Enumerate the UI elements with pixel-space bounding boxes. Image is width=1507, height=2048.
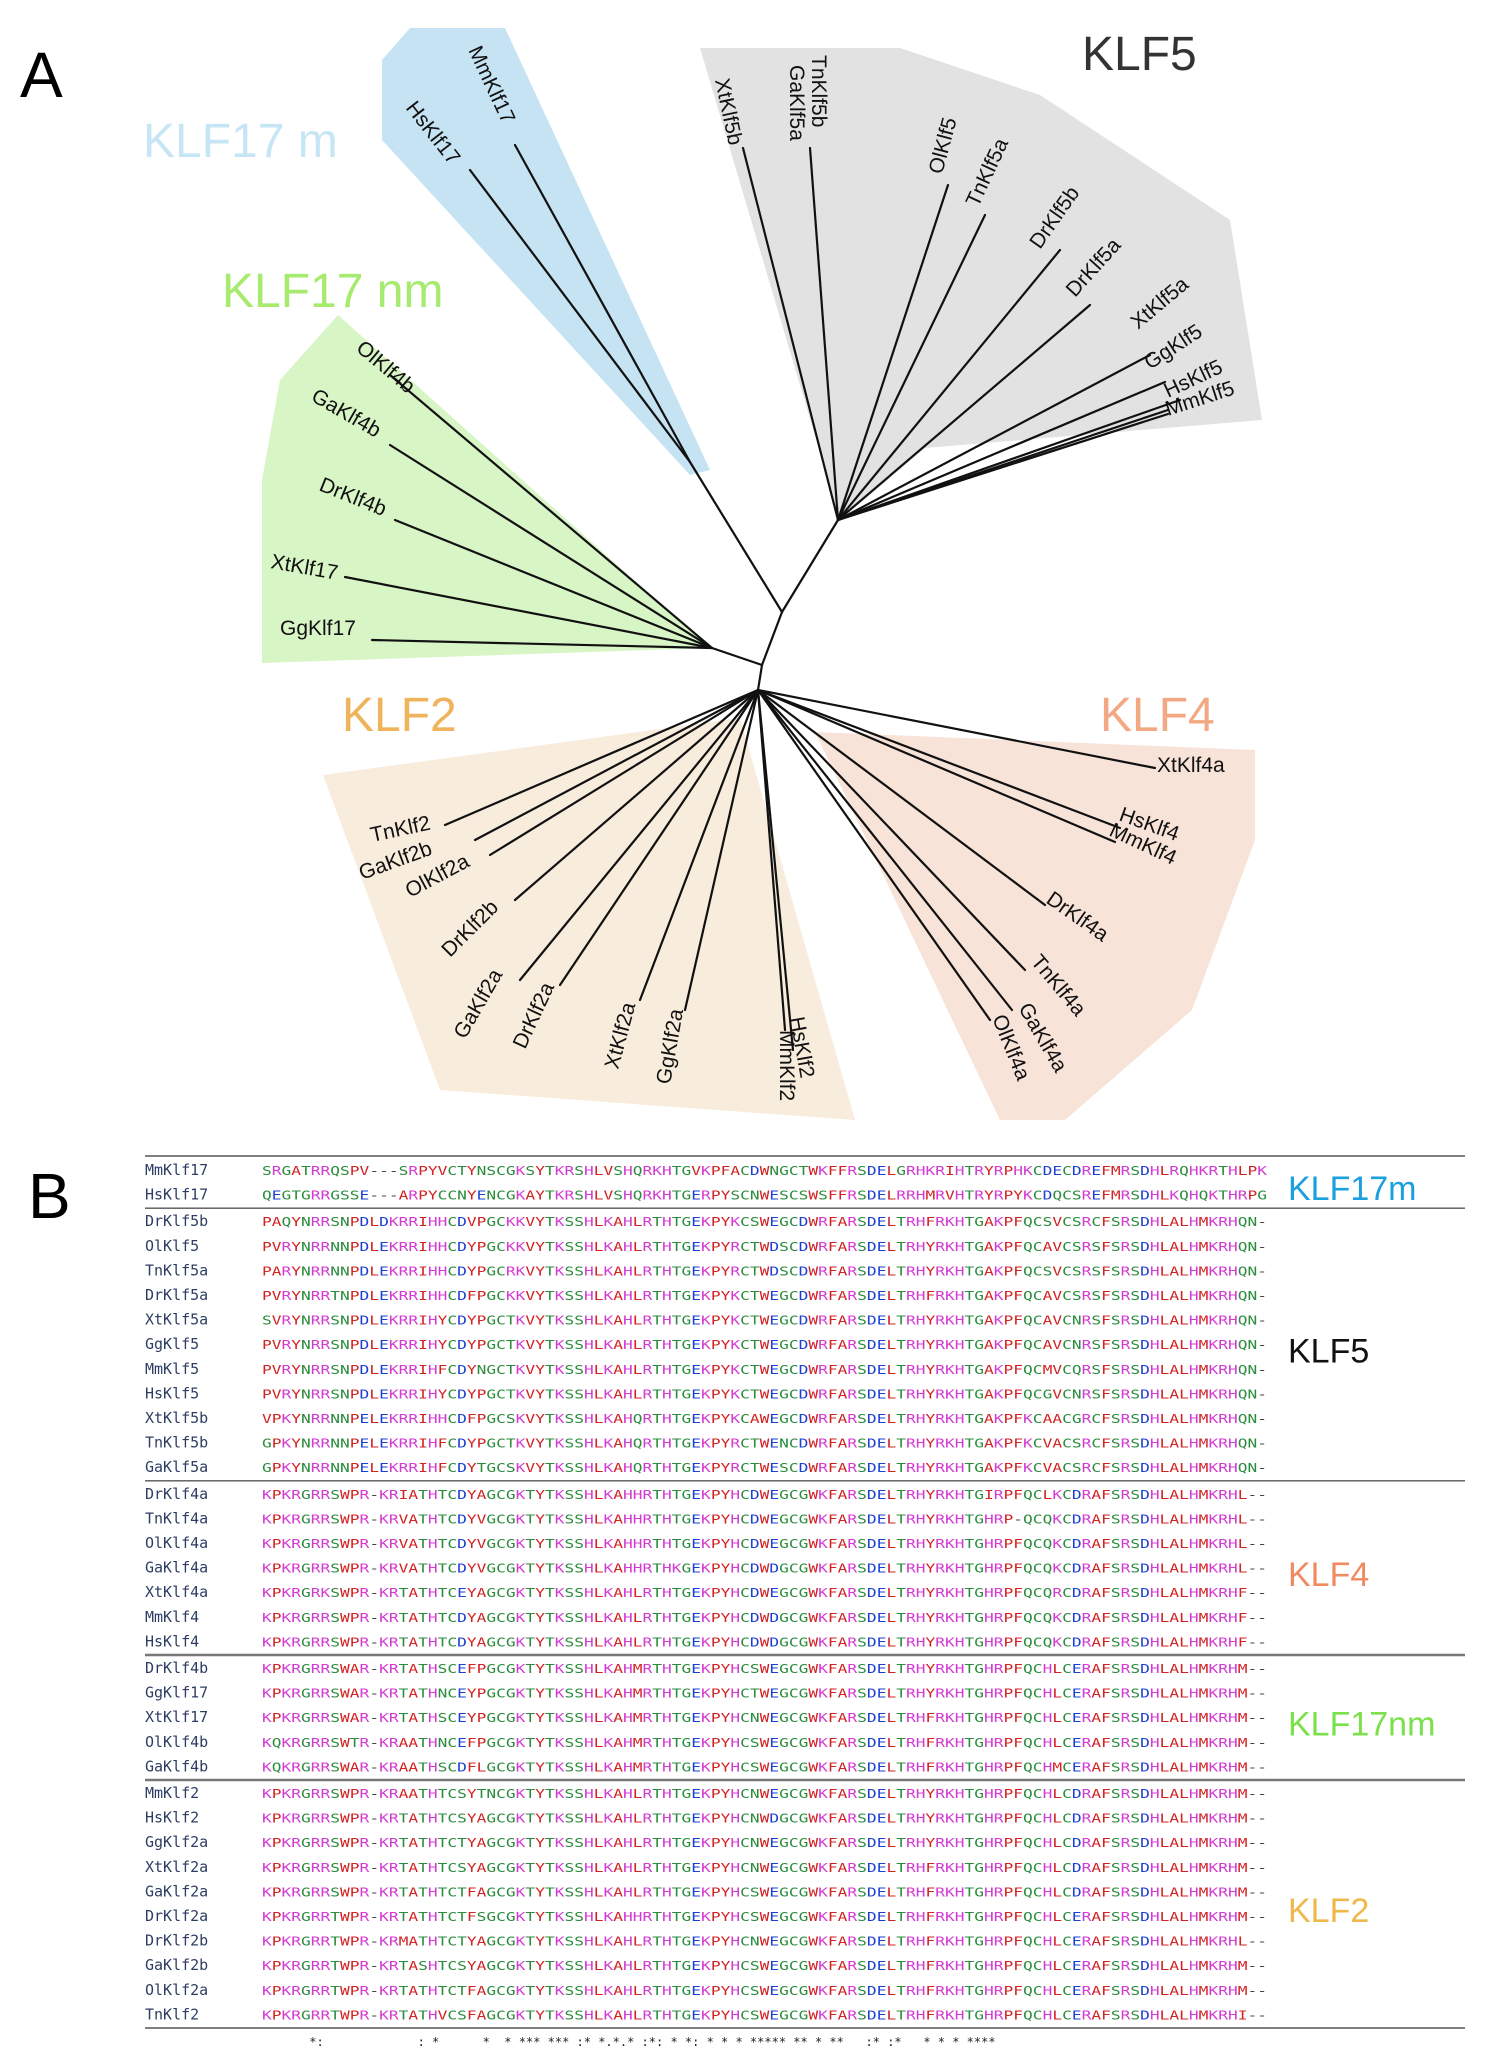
sequence-alignment: MmKlf17 S R G A T R R Q S P V - - - S R P Y V C T Y N S C G K S Y T K R S… <box>145 1155 1465 2048</box>
consensus-line: *: : * * * *** *** :* *.*.* :*: * *: * *… <box>302 2035 996 2048</box>
panel-a-letter: A <box>20 39 63 111</box>
sequence-name: MmKlf5 <box>145 1360 199 1378</box>
clade-label-klf17nm: KLF17 nm <box>222 265 443 318</box>
panel-b-letter: B <box>28 1160 71 1232</box>
sequence-name: XtKlf4a <box>145 1583 208 1601</box>
group-label: KLF17m <box>1288 1170 1417 1208</box>
clade-klf5-region <box>700 48 1262 520</box>
clade-klf4-region <box>815 732 1255 1120</box>
sequence-name: MmKlf2 <box>145 1784 199 1802</box>
sequence-name: TnKlf2 <box>145 2005 199 2023</box>
sequence-name: TnKlf5b <box>145 1434 208 1452</box>
clade-klf2-region <box>323 718 855 1120</box>
sequence-name: XtKlf5a <box>145 1311 208 1329</box>
sequence-name: TnKlf5a <box>145 1261 208 1279</box>
sequence-name: GaKlf5a <box>145 1458 208 1476</box>
clade-label-klf17m: KLF17 m <box>143 115 338 168</box>
sequence-name: HsKlf4 <box>145 1632 199 1650</box>
sequence-name: DrKlf2b <box>145 1932 208 1950</box>
sequence-name: XtKlf2a <box>145 1858 208 1876</box>
leaf-label: GgKlf17 <box>280 617 356 640</box>
leaf-label: XtKlf4a <box>1157 754 1225 777</box>
sequence-name: DrKlf5b <box>145 1212 208 1230</box>
sequence-name: DrKlf5a <box>145 1286 208 1304</box>
sequence-name: OlKlf5 <box>145 1237 199 1255</box>
sequence-name: GgKlf2a <box>145 1833 208 1851</box>
leaf-label: MmKlf2 <box>775 1030 798 1101</box>
sequence-name: GgKlf5 <box>145 1335 199 1353</box>
group-label: KLF2 <box>1288 1892 1369 1930</box>
sequence-name: GaKlf2b <box>145 1956 208 1974</box>
sequence-name: MmKlf17 <box>145 1161 208 1179</box>
sequence-name: HsKlf2 <box>145 1809 199 1827</box>
sequence-name: XtKlf17 <box>145 1708 208 1726</box>
sequence-name: DrKlf4a <box>145 1485 208 1503</box>
sequence-name: OlKlf4b <box>145 1733 208 1751</box>
sequence-name: OlKlf2a <box>145 1981 208 1999</box>
group-label: KLF4 <box>1288 1556 1369 1594</box>
leaf-label: TnKlf5b <box>807 55 830 127</box>
clade-klf17m-region <box>382 28 710 475</box>
leaf-label: GaKlf5a <box>785 65 808 141</box>
sequence-name: TnKlf4a <box>145 1509 208 1527</box>
tree-branches <box>343 143 1182 1052</box>
group-label: KLF5 <box>1288 1333 1369 1371</box>
sequence-name: HsKlf5 <box>145 1384 199 1402</box>
clade-label-klf4: KLF4 <box>1100 689 1215 742</box>
sequence-name: OlKlf4a <box>145 1534 208 1552</box>
sequence-name: GaKlf4a <box>145 1559 208 1577</box>
sequence-name: HsKlf17 <box>145 1186 208 1204</box>
clade-label-klf5: KLF5 <box>1082 28 1197 81</box>
sequence-name: XtKlf5b <box>145 1409 208 1427</box>
group-label: KLF17nm <box>1288 1706 1435 1744</box>
clade-label-klf2: KLF2 <box>342 689 457 742</box>
sequence-name: DrKlf2a <box>145 1907 208 1925</box>
sequence-name: DrKlf4b <box>145 1659 208 1677</box>
sequence-name: GaKlf2a <box>145 1882 208 1900</box>
sequence-name: MmKlf4 <box>145 1608 199 1626</box>
sequence-name: GaKlf4b <box>145 1757 208 1775</box>
sequence-name: GgKlf17 <box>145 1684 208 1702</box>
